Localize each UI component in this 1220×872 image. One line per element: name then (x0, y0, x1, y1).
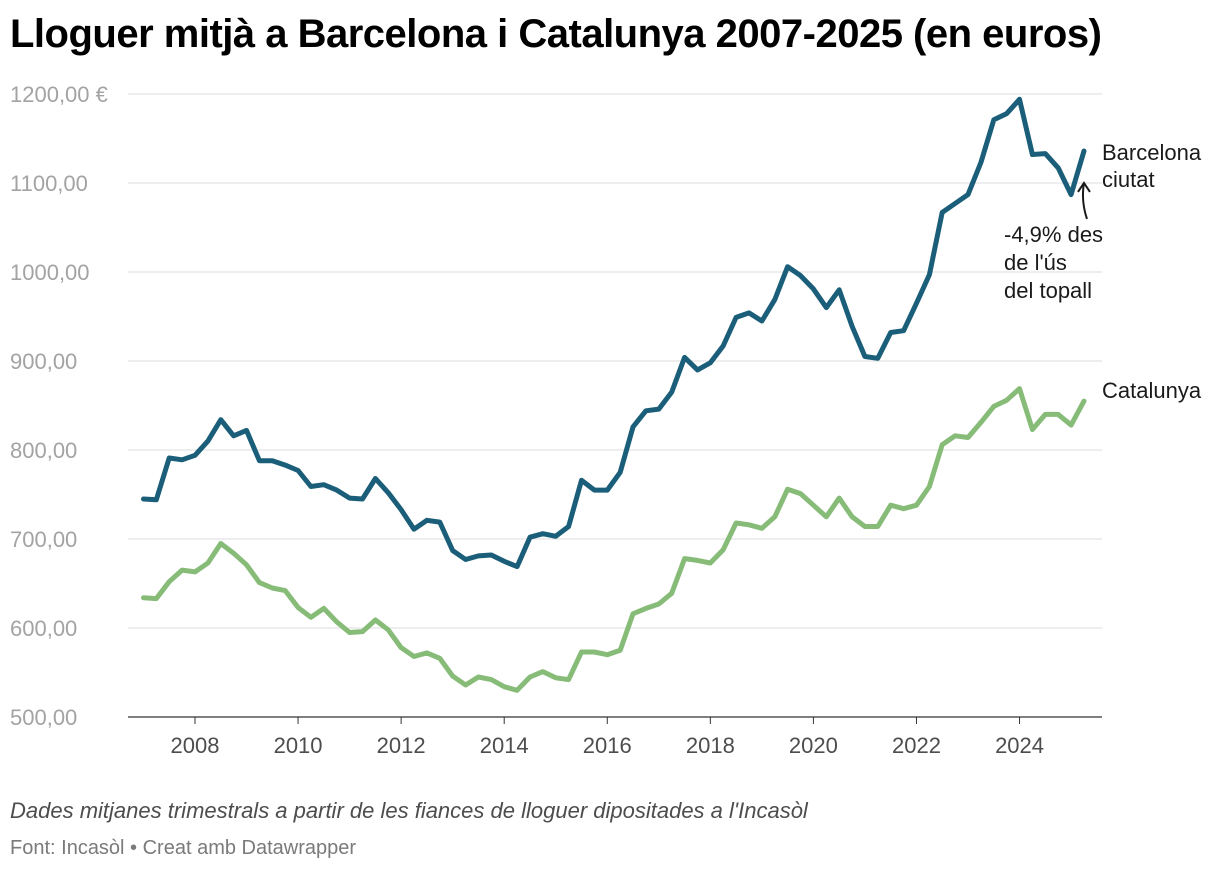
annotation-text: -4,9% des de l'ús del topall (1004, 222, 1103, 303)
y-tick-label: 1200,00 € (10, 82, 108, 107)
y-axis-ticks: 500,00 600,00 700,00 800,00 900,00 1000,00 110… (10, 82, 108, 730)
series-line-catalunya (141, 386, 1087, 693)
x-tick-label: 2016 (583, 733, 632, 758)
chart-note: Dades mitjanes trimestrals a partir de l… (10, 798, 808, 823)
series-labels: Barcelona ciutat Catalunya (1102, 140, 1202, 403)
x-tick-label: 2022 (892, 733, 941, 758)
chart-source: Font: Incasòl • Creat amb Datawrapper (10, 837, 357, 859)
series-lines (141, 96, 1087, 693)
y-tick-label: 1100,00 (10, 171, 88, 196)
chart-title: Lloguer mitjà a Barcelona i Catalunya 20… (10, 12, 1102, 56)
x-tick-label: 2010 (274, 733, 323, 758)
x-axis: 2008 2010 2012 2014 2016 2018 2020 2022 2024 (171, 717, 1044, 758)
annotation: -4,9% des de l'ús del topall (1004, 181, 1103, 303)
y-tick-label: 1000,00 (10, 260, 90, 285)
series-line-barcelona (141, 96, 1087, 570)
x-tick-label: 2024 (995, 733, 1044, 758)
x-tick-label: 2018 (686, 733, 735, 758)
x-tick-label: 2012 (377, 733, 426, 758)
y-tick-label: 800,00 (10, 438, 77, 463)
series-label-barcelona: Barcelona ciutat (1102, 140, 1202, 192)
annotation-arrowhead (1077, 181, 1091, 193)
y-tick-label: 900,00 (10, 349, 77, 374)
series-label-catalunya: Catalunya (1102, 378, 1202, 403)
gridlines (128, 93, 1102, 718)
x-tick-label: 2020 (789, 733, 838, 758)
y-tick-label: 600,00 (10, 616, 77, 641)
y-tick-label: 500,00 (10, 705, 77, 730)
annotation-arrow (1081, 182, 1088, 220)
x-tick-label: 2014 (480, 733, 529, 758)
y-tick-label: 700,00 (10, 527, 77, 552)
x-tick-label: 2008 (171, 733, 220, 758)
